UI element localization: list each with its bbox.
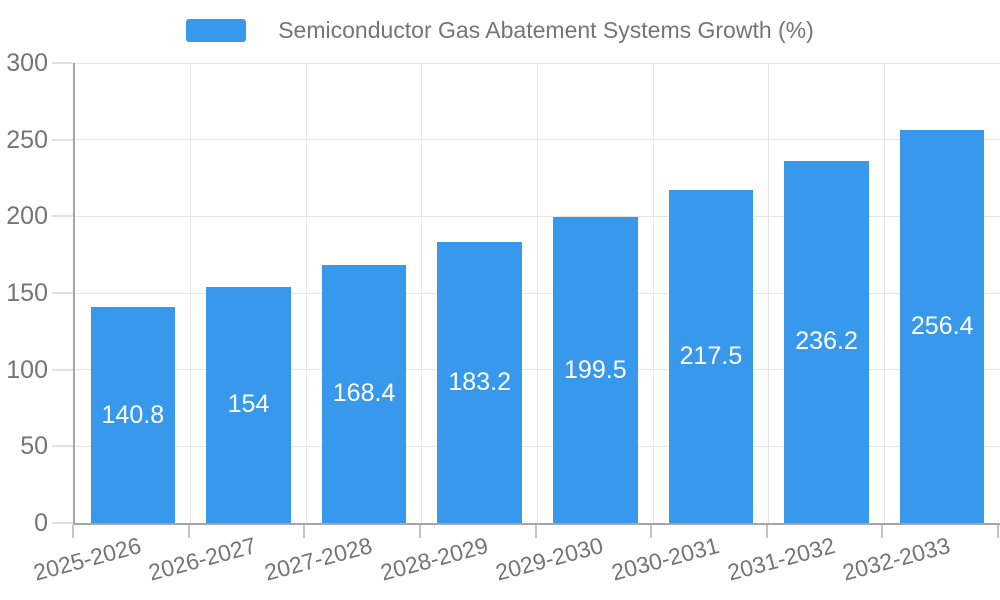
legend-swatch[interactable] bbox=[186, 19, 247, 42]
y-tick-label: 200 bbox=[6, 202, 48, 231]
bar-value-label: 199.5 bbox=[564, 355, 627, 384]
bar[interactable]: 199.5 bbox=[553, 217, 638, 523]
x-axis-tick bbox=[650, 525, 653, 538]
x-axis-tick bbox=[997, 525, 999, 538]
x-gridline bbox=[883, 63, 885, 523]
x-axis-tick bbox=[534, 525, 537, 538]
x-gridline bbox=[537, 63, 538, 523]
x-gridline bbox=[652, 63, 654, 523]
y-axis-tick bbox=[52, 215, 73, 218]
y-axis-tick bbox=[52, 522, 73, 524]
y-tick-label: 50 bbox=[20, 432, 48, 461]
bar[interactable]: 140.8 bbox=[90, 307, 176, 523]
bar[interactable]: 154 bbox=[206, 286, 291, 523]
x-gridline bbox=[421, 63, 423, 523]
bar-value-label: 217.5 bbox=[679, 341, 743, 370]
y-tick-label: 150 bbox=[6, 279, 48, 307]
y-axis-tick bbox=[52, 445, 73, 448]
y-tick-label: 250 bbox=[6, 125, 48, 154]
x-axis-tick bbox=[881, 525, 884, 538]
bar-value-label: 154 bbox=[227, 390, 270, 419]
bar[interactable]: 168.4 bbox=[321, 264, 407, 523]
y-axis-tick bbox=[52, 138, 73, 141]
y-axis-tick bbox=[52, 62, 73, 64]
legend-label: Semiconductor Gas Abatement Systems Grow… bbox=[278, 17, 814, 43]
x-axis-tick bbox=[187, 525, 190, 538]
bar[interactable]: 236.2 bbox=[784, 160, 869, 523]
x-axis-tick bbox=[72, 525, 74, 538]
bar-value-label: 168.4 bbox=[332, 379, 396, 408]
bar[interactable]: 217.5 bbox=[668, 189, 754, 523]
x-axis-tick bbox=[303, 525, 306, 538]
y-tick-label: 0 bbox=[34, 509, 48, 537]
x-gridline bbox=[190, 63, 192, 523]
y-axis-tick bbox=[52, 368, 73, 371]
bar-value-label: 236.2 bbox=[795, 327, 858, 356]
x-gridline bbox=[768, 63, 770, 523]
bar-value-label: 140.8 bbox=[101, 400, 165, 429]
bar-value-label: 183.2 bbox=[448, 368, 511, 397]
x-axis-tick bbox=[765, 525, 768, 538]
x-axis-tick bbox=[418, 525, 421, 538]
x-gridline bbox=[305, 63, 307, 523]
y-axis-tick bbox=[52, 292, 73, 294]
legend[interactable]: Semiconductor Gas Abatement Systems Grow… bbox=[0, 17, 1000, 44]
bar[interactable]: 183.2 bbox=[437, 242, 522, 523]
plot-area: 140.8 154 168.4 183.2 199.5 217.5 236.2 256.4 bbox=[73, 62, 1000, 525]
bar[interactable]: 256.4 bbox=[899, 129, 985, 523]
y-tick-label: 300 bbox=[6, 49, 48, 77]
bar-value-label: 256.4 bbox=[910, 311, 974, 340]
y-tick-label: 100 bbox=[6, 355, 48, 384]
